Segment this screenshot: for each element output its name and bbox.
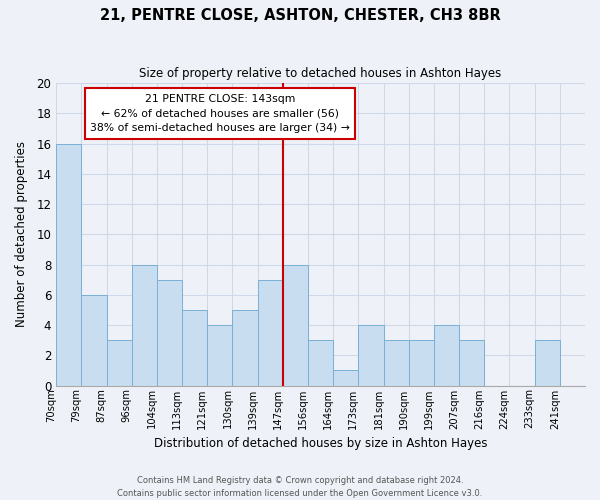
Text: Contains HM Land Registry data © Crown copyright and database right 2024.
Contai: Contains HM Land Registry data © Crown c… [118, 476, 482, 498]
Y-axis label: Number of detached properties: Number of detached properties [15, 142, 28, 328]
Bar [333, 370, 358, 386]
X-axis label: Distribution of detached houses by size in Ashton Hayes: Distribution of detached houses by size … [154, 437, 487, 450]
Bar [56, 144, 82, 386]
Bar [157, 280, 182, 386]
Bar [107, 340, 132, 386]
Text: 21 PENTRE CLOSE: 143sqm
← 62% of detached houses are smaller (56)
38% of semi-de: 21 PENTRE CLOSE: 143sqm ← 62% of detache… [90, 94, 350, 133]
Bar [308, 340, 333, 386]
Bar [358, 325, 383, 386]
Bar [409, 340, 434, 386]
Bar [232, 310, 257, 386]
Bar [383, 340, 409, 386]
Bar [257, 280, 283, 386]
Title: Size of property relative to detached houses in Ashton Hayes: Size of property relative to detached ho… [139, 68, 502, 80]
Bar [535, 340, 560, 386]
Bar [132, 264, 157, 386]
Bar [283, 264, 308, 386]
Bar [459, 340, 484, 386]
Bar [82, 295, 107, 386]
Bar [434, 325, 459, 386]
Bar [207, 325, 232, 386]
Text: 21, PENTRE CLOSE, ASHTON, CHESTER, CH3 8BR: 21, PENTRE CLOSE, ASHTON, CHESTER, CH3 8… [100, 8, 500, 22]
Bar [182, 310, 207, 386]
